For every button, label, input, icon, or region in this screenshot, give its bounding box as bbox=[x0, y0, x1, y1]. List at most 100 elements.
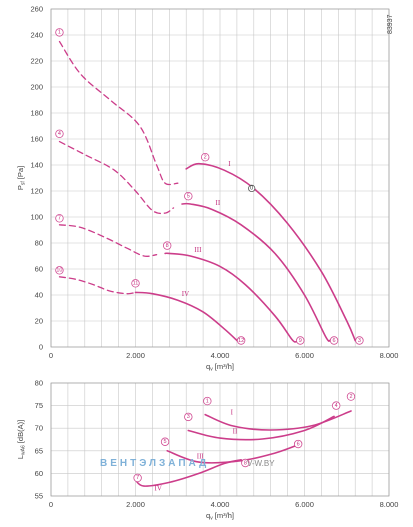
y-tick-label: 260 bbox=[30, 5, 43, 14]
marker-label: 7 bbox=[136, 475, 139, 481]
sound-grid bbox=[50, 382, 390, 497]
marker-label: 2 bbox=[204, 155, 207, 161]
curve-marker-11: 11 bbox=[131, 279, 140, 288]
marker-circle bbox=[131, 279, 140, 288]
series-IV-stable bbox=[134, 291, 238, 342]
y-tick-label: 160 bbox=[30, 135, 43, 144]
x-tick-label: 6.000 bbox=[295, 351, 314, 360]
marker-circle bbox=[248, 184, 256, 192]
curve-marker-7: 7 bbox=[133, 473, 142, 483]
curve-marker-1: 1 bbox=[203, 396, 212, 406]
marker-circle bbox=[55, 129, 64, 138]
series-I-unstable bbox=[58, 40, 179, 186]
sound-frame bbox=[50, 382, 390, 497]
marker-circle bbox=[55, 28, 64, 37]
curve-marker-0: 0 bbox=[248, 184, 256, 192]
marker-circle bbox=[162, 241, 172, 250]
y-axis-label: LwA6 [dB(A)] bbox=[16, 420, 27, 459]
sound-series-IV bbox=[134, 459, 242, 487]
series-II-unstable bbox=[58, 140, 175, 215]
x-tick-label: 6.000 bbox=[295, 500, 314, 509]
y-tick-label: 65 bbox=[35, 446, 43, 455]
sound-series-label-I: I bbox=[231, 409, 234, 417]
marker-circle bbox=[203, 396, 212, 406]
curve-marker-6: 6 bbox=[293, 439, 303, 449]
y-tick-label: 240 bbox=[30, 31, 43, 40]
series-label-II: II bbox=[216, 199, 221, 207]
curve-marker-5: 5 bbox=[184, 191, 193, 201]
marker-label: 7 bbox=[58, 216, 61, 222]
marker-label: 5 bbox=[187, 194, 190, 200]
curve-marker-5: 5 bbox=[160, 437, 170, 446]
x-axis-label: qv [m³/h] bbox=[206, 362, 234, 373]
series-label-I: I bbox=[228, 160, 231, 168]
marker-label: 4 bbox=[58, 131, 61, 137]
curve-marker-4: 4 bbox=[331, 401, 341, 410]
y-tick-label: 60 bbox=[35, 469, 43, 478]
curve-marker-9: 9 bbox=[296, 336, 305, 345]
marker-label: 3 bbox=[358, 338, 361, 344]
marker-label: 0 bbox=[250, 186, 253, 192]
x-tick-label: 2.000 bbox=[126, 351, 145, 360]
x-axis-label: qv [m³/h] bbox=[206, 511, 234, 522]
marker-circle bbox=[133, 473, 142, 483]
curve-marker-3: 3 bbox=[184, 412, 193, 422]
y-tick-label: 40 bbox=[35, 291, 43, 300]
y-tick-label: 100 bbox=[30, 213, 43, 222]
curve-marker-12: 12 bbox=[236, 336, 246, 345]
marker-circle bbox=[184, 412, 193, 422]
y-tick-label: 20 bbox=[35, 317, 43, 326]
x-tick-label: 4.000 bbox=[211, 500, 230, 509]
curve-marker-6: 6 bbox=[329, 336, 339, 345]
y-tick-label: 140 bbox=[30, 161, 43, 170]
y-tick-label: 60 bbox=[35, 265, 43, 274]
marker-circle bbox=[329, 336, 339, 345]
marker-label: 4 bbox=[335, 403, 338, 409]
y-tick-label: 80 bbox=[35, 239, 43, 248]
curve-marker-2: 2 bbox=[346, 392, 356, 401]
pressure-grid bbox=[50, 8, 390, 348]
x-tick-label: 8.000 bbox=[380, 500, 399, 509]
x-tick-label: 8.000 bbox=[380, 351, 399, 360]
marker-circle bbox=[201, 152, 210, 162]
x-tick-label: 2.000 bbox=[126, 500, 145, 509]
y-tick-label: 180 bbox=[30, 109, 43, 118]
y-tick-label: 120 bbox=[30, 187, 43, 196]
curve-marker-4: 4 bbox=[55, 129, 64, 138]
sound-series-I bbox=[204, 410, 352, 431]
pressure-plot: 0 20 40 60 80 100 120 140 160 180 200 220 240 260 0 2.0… bbox=[16, 5, 398, 373]
marker-label: 9 bbox=[299, 338, 302, 344]
marker-label: 10 bbox=[56, 268, 62, 274]
y-axis-label: Psf [Pa] bbox=[16, 166, 27, 190]
x-tick-label: 4.000 bbox=[211, 351, 230, 360]
pressure-frame bbox=[50, 8, 390, 348]
curve-marker-10: 10 bbox=[55, 266, 64, 275]
marker-label: 1 bbox=[58, 30, 61, 36]
y-tick-label: 220 bbox=[30, 57, 43, 66]
curve-marker-8: 8 bbox=[162, 241, 172, 250]
marker-circle bbox=[296, 336, 305, 345]
drawing-code: 83937 bbox=[387, 14, 394, 34]
series-III-stable bbox=[164, 252, 297, 343]
marker-label: 12 bbox=[238, 338, 244, 344]
marker-circle bbox=[241, 458, 250, 468]
y-tick-label: 200 bbox=[30, 83, 43, 92]
curve-marker-1: 1 bbox=[55, 28, 64, 37]
series-I-stable bbox=[185, 162, 356, 342]
curve-marker-7: 7 bbox=[55, 214, 64, 223]
y-tick-label: 0 bbox=[39, 343, 43, 352]
watermark-site: V-W.BY bbox=[247, 459, 275, 468]
curve-marker-8: 8 bbox=[241, 458, 250, 468]
series-label-IV: IV bbox=[182, 290, 189, 298]
marker-label: 8 bbox=[166, 243, 169, 249]
marker-label: 3 bbox=[187, 414, 190, 420]
sound-series-label-II: II bbox=[233, 428, 238, 436]
y-tick-label: 80 bbox=[35, 379, 43, 388]
marker-circle bbox=[236, 336, 246, 345]
marker-label: 1 bbox=[206, 398, 209, 404]
marker-circle bbox=[160, 437, 170, 446]
series-III-unstable bbox=[58, 224, 158, 257]
marker-circle bbox=[55, 214, 64, 223]
